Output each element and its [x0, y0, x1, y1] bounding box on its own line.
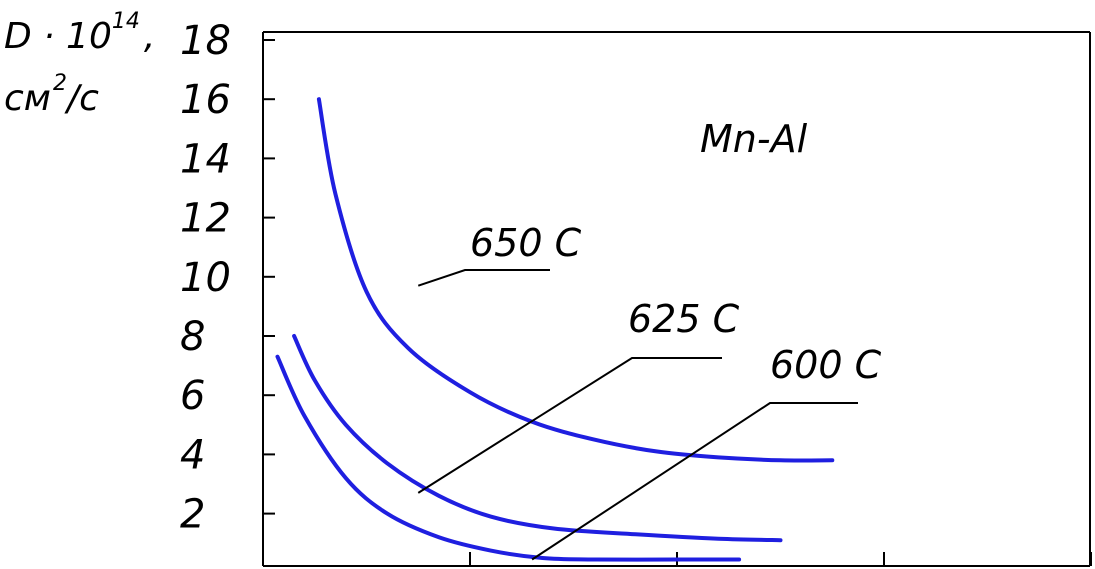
y-tick-label: 2: [180, 492, 205, 538]
ylabel-line2-prefix: см: [4, 78, 51, 119]
ylabel-line2-suffix: /с: [64, 78, 99, 119]
series-line-2: [275, 354, 742, 562]
y-tick-label: 6: [180, 373, 205, 419]
series-leader-lines: [417, 269, 858, 561]
y-tick-label: 4: [180, 432, 205, 478]
y-tick-label: 14: [180, 136, 231, 182]
series-line-1: [292, 334, 783, 543]
y-tick-label: 18: [180, 18, 231, 64]
series-label-1: 625 C: [628, 297, 740, 341]
ylabel-line1-prefix: D · 10: [4, 16, 112, 57]
leader-line-0: [417, 269, 550, 287]
series-line-0: [316, 97, 835, 463]
ylabel-line1-exponent: 14: [112, 9, 140, 34]
y-tick-label: 8: [180, 314, 205, 360]
y-tick-label: 16: [180, 77, 231, 123]
leader-line-1: [417, 357, 722, 494]
leader-line-2: [531, 402, 858, 561]
y-axis-label-line1: D · 1014,: [4, 9, 155, 57]
series-label-2: 600 C: [770, 343, 882, 387]
ylabel-line2-exponent: 2: [53, 71, 67, 96]
chart-annotation: Mn-Al: [700, 117, 808, 161]
y-tick-label: 12: [180, 196, 231, 242]
y-tick-marks: [263, 39, 275, 515]
series-label-0: 650 C: [470, 221, 582, 265]
y-axis-label-line2: см2/с: [4, 71, 99, 119]
y-tick-label: 10: [180, 255, 231, 301]
y-tick-labels: 2 4 6 8 10 12 14 16 18: [180, 18, 231, 538]
series-labels: 650 C 625 C 600 C: [470, 221, 882, 387]
ylabel-line1-suffix: ,: [144, 16, 155, 57]
series-curves: [275, 97, 835, 562]
